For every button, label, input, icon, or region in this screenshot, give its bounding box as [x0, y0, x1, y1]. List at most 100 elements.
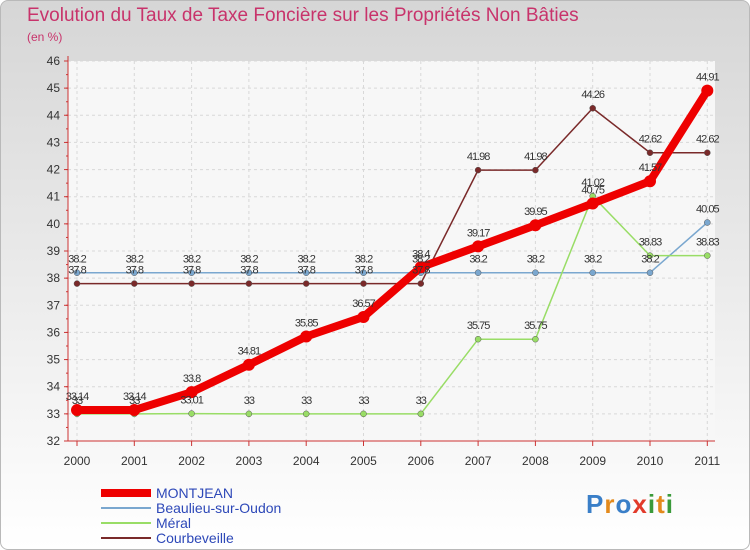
- data-label: 39.17: [467, 227, 490, 239]
- series-line-courbeveille: [76, 107, 709, 285]
- data-point: [474, 269, 482, 276]
- data-label: 41.98: [524, 151, 547, 163]
- data-point: [360, 410, 367, 418]
- data-point: [185, 386, 198, 399]
- data-point: [360, 280, 367, 287]
- data-label: 33: [244, 395, 255, 407]
- y-tick-label: 43: [47, 135, 61, 149]
- logo-letter: i: [647, 489, 657, 519]
- data-label: 40.75: [581, 185, 604, 197]
- data-point: [589, 104, 596, 112]
- data-point: [532, 166, 539, 174]
- x-tick-label: 2005: [350, 454, 377, 468]
- data-label: 33.8: [183, 373, 201, 385]
- y-tick-label: 35: [47, 353, 61, 367]
- data-label: 37.8: [412, 265, 430, 277]
- data-point: [532, 269, 539, 276]
- data-label: 44.26: [581, 89, 604, 101]
- data-point: [360, 269, 367, 276]
- data-label: 33: [416, 395, 427, 407]
- data-point: [644, 175, 656, 188]
- axes: 32 33 34 35 36 37 38 39 40 41 42 43 44 45 46 2000 2001 20…: [47, 54, 721, 468]
- x-tick-label: 2000: [64, 454, 91, 468]
- data-label: 38.4: [412, 248, 430, 260]
- y-tick-label: 39: [47, 244, 61, 258]
- x-tick-label: 2009: [579, 454, 606, 468]
- data-label: 37.8: [68, 265, 86, 277]
- data-label: 33.14: [123, 391, 146, 403]
- data-point: [701, 84, 714, 97]
- data-label: 38.2: [68, 254, 86, 266]
- data-label: 33: [301, 395, 312, 407]
- data-label: 42.62: [696, 134, 719, 146]
- x-tick-label: 2011: [694, 454, 720, 468]
- data-label: 33.01: [180, 395, 203, 407]
- x-tick-label: 2006: [407, 454, 434, 468]
- data-point: [417, 280, 425, 287]
- data-point: [646, 149, 654, 156]
- data-point: [472, 240, 485, 253]
- logo-letter: P: [586, 489, 605, 519]
- y-tick-label: 42: [47, 163, 61, 177]
- data-point: [71, 404, 83, 417]
- data-label: 37.8: [183, 265, 201, 277]
- plot-area: [68, 61, 715, 441]
- legend-label: Beaulieu-sur-Oudon: [156, 500, 281, 516]
- y-tick-label: 40: [47, 217, 61, 231]
- x-tick-label: 2010: [637, 454, 664, 468]
- y-tick-label: 36: [47, 325, 61, 339]
- data-label: 41.02: [581, 177, 604, 189]
- data-label: 38.2: [412, 254, 430, 266]
- data-label: 35.75: [524, 320, 547, 332]
- data-point: [300, 330, 313, 343]
- data-point: [529, 219, 542, 232]
- data-label: 33: [72, 395, 83, 407]
- x-tick-label: 2008: [522, 454, 549, 468]
- y-tick-label: 32: [47, 434, 61, 448]
- data-point: [704, 252, 711, 259]
- data-labels: 37.8 37.8 37.8 37.8 37.8 37.8 37.8 41.98 41.98 44…: [66, 72, 721, 407]
- data-point: [302, 410, 310, 418]
- data-label: 40.05: [696, 204, 719, 216]
- series-line-beaulieu-sur-oudon: [76, 221, 709, 274]
- data-label: 35.85: [295, 318, 318, 330]
- data-point: [245, 280, 253, 287]
- x-tick-label: 2001: [121, 454, 148, 468]
- data-label: 37.8: [126, 265, 144, 277]
- y-tick-label: 37: [47, 298, 61, 312]
- grid: [68, 60, 715, 442]
- data-point: [73, 280, 81, 287]
- data-point: [188, 410, 195, 417]
- data-point: [646, 269, 654, 276]
- data-label: 38.2: [126, 254, 144, 266]
- data-label: 37.8: [240, 265, 258, 277]
- data-label: 37.8: [297, 265, 315, 277]
- data-label: 35.75: [467, 320, 490, 332]
- y-tick-label: 44: [47, 108, 61, 122]
- data-label: 38.2: [297, 254, 315, 266]
- data-point: [474, 335, 482, 343]
- data-label: 34.81: [238, 346, 261, 358]
- logo-letter: r: [604, 489, 616, 519]
- data-point: [131, 280, 138, 287]
- chart-subtitle: (en %): [27, 30, 63, 44]
- data-point: [417, 410, 425, 418]
- y-tick-label: 33: [47, 407, 61, 421]
- data-label: 44.91: [696, 72, 719, 84]
- data-point: [586, 197, 599, 210]
- x-tick-label: 2007: [465, 454, 492, 468]
- data-point: [704, 219, 711, 226]
- series-line-m-ral: [76, 195, 709, 415]
- data-point: [128, 404, 141, 417]
- data-point: [245, 410, 253, 418]
- data-point: [302, 269, 310, 276]
- data-label: 33.14: [66, 391, 89, 403]
- data-point: [73, 269, 81, 276]
- data-point: [131, 269, 138, 276]
- y-tick-label: 34: [47, 380, 61, 394]
- data-point: [357, 310, 370, 323]
- data-label: 38.2: [584, 254, 602, 266]
- logo-letter: i: [665, 489, 674, 519]
- data-label: 38.2: [240, 254, 258, 266]
